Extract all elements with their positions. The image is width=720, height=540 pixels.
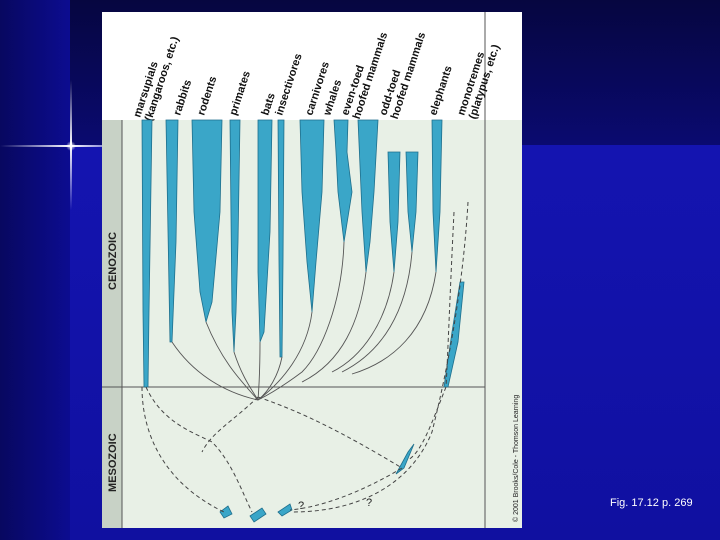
- era-label-mesozoic: MESOZOIC: [107, 433, 119, 492]
- lineage-rodents: [191, 119, 223, 323]
- ancestry-line-6: [289, 467, 403, 511]
- taxon-label-elephants: elephants: [427, 64, 454, 117]
- uncertain-mark-2: ?: [366, 497, 372, 509]
- lineage-elephants: [431, 119, 443, 273]
- branch-odd-toed-2: [341, 251, 413, 373]
- branch-odd-toed: [331, 271, 395, 373]
- sparkle-icon: [66, 141, 76, 151]
- ancestry-line-1: [145, 386, 253, 513]
- lineage-bats: [257, 119, 273, 343]
- ancestry-line-2: [141, 386, 225, 513]
- branch-elephants: [351, 271, 437, 375]
- slide-background-left: [0, 0, 70, 540]
- lineage-odd-toed: [387, 151, 401, 273]
- uncertain-mark-1: ?: [298, 500, 304, 512]
- ancestry-line-5: [407, 386, 447, 461]
- taxon-label-rodents: rodents: [195, 75, 219, 117]
- lineage-odd-toed-2: [405, 151, 419, 253]
- ancestry-line-7: [445, 211, 455, 388]
- taxon-label-primates: primates: [227, 70, 253, 117]
- taxon-label-insectivores: insectivores: [273, 52, 304, 117]
- figure-caption: Fig. 17.12 p. 269: [610, 497, 693, 509]
- branch-bats: [257, 341, 261, 401]
- lineage-rabbits: [165, 119, 179, 343]
- branch-carnivores: [257, 311, 313, 401]
- lineage-early-2: [219, 505, 233, 519]
- branch-primates: [233, 351, 259, 401]
- phylogeny-diagram: CENOZOIC MESOZOIC © 2001 Brooks/Cole - T…: [102, 12, 522, 528]
- copyright-text: © 2001 Brooks/Cole - Thomson Learning: [512, 395, 520, 522]
- lineage-early-3: [249, 507, 267, 523]
- lineage-monotremes: [443, 281, 465, 388]
- ancestry-line-3: [201, 396, 259, 453]
- lineage-marsupials: [141, 119, 153, 388]
- divergence-lines: [171, 241, 437, 401]
- lineage-whales: [333, 119, 353, 243]
- lineage-shapes: [141, 119, 465, 523]
- mammal-phylogeny-figure: CENOZOIC MESOZOIC © 2001 Brooks/Cole - T…: [102, 12, 522, 528]
- lineage-even-toed: [357, 119, 379, 273]
- era-label-column: [102, 120, 122, 528]
- ancestry-line-4: [257, 396, 403, 469]
- lineage-early-1: [395, 443, 415, 475]
- branch-rabbits: [171, 341, 259, 401]
- branch-rodents: [205, 321, 259, 401]
- taxon-label-rabbits: rabbits: [171, 78, 194, 117]
- lineage-carnivores: [299, 119, 325, 313]
- lineage-early-4: [277, 503, 293, 517]
- ancestry-line-8: [291, 201, 469, 513]
- branch-even-toed: [301, 271, 367, 383]
- lineage-primates: [229, 119, 241, 353]
- era-label-cenozoic: CENOZOIC: [107, 232, 119, 290]
- taxon-labels: marsupials (kangaroos, etc.) rabbits rod…: [131, 31, 502, 123]
- taxon-label-monotremes: monotremes (platypus, etc.): [455, 39, 502, 121]
- dashed-ancestry-lines: [141, 201, 469, 513]
- branch-whales: [257, 241, 345, 401]
